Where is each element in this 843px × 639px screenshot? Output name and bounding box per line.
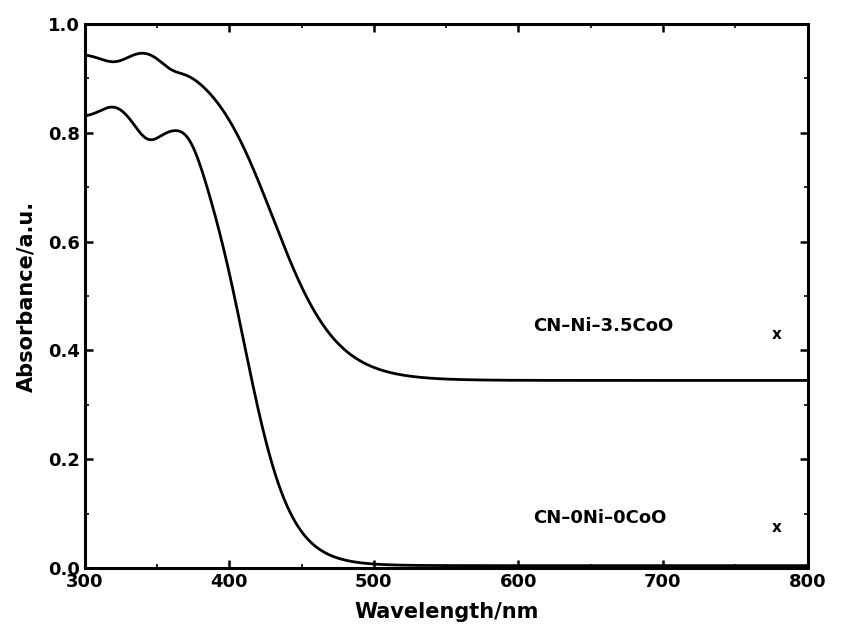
X-axis label: Wavelength/nm: Wavelength/nm [354,603,539,622]
Text: CN–Ni–3.5CoO: CN–Ni–3.5CoO [533,317,673,335]
Text: CN–0Ni–0CoO: CN–0Ni–0CoO [533,509,666,527]
Text: x: x [771,520,781,535]
Text: x: x [771,327,781,343]
Y-axis label: Absorbance/a.u.: Absorbance/a.u. [17,201,36,392]
